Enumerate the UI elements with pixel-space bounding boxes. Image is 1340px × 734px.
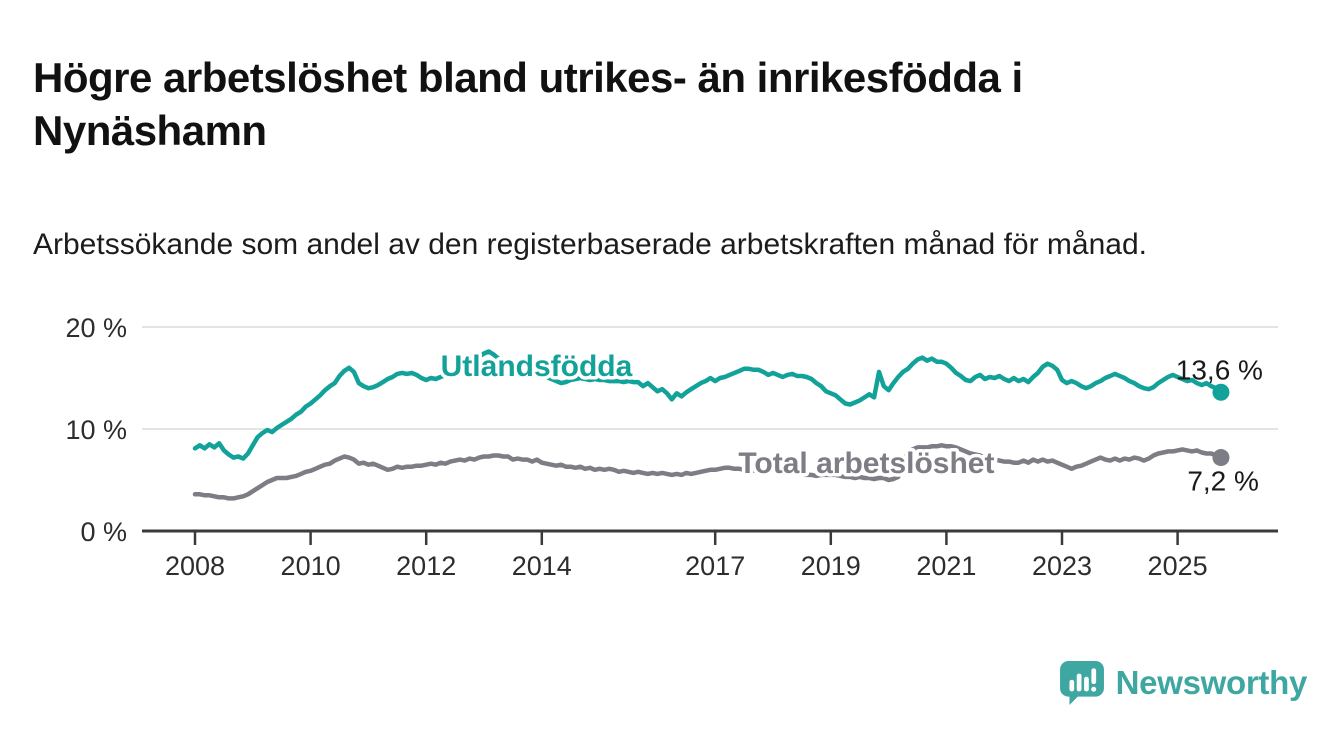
series-label-total-arbetsl-shet: Total arbetslöshet [738, 447, 994, 480]
x-tick-label-2008: 2008 [165, 551, 225, 581]
newsworthy-bubble-chart-icon [1059, 661, 1104, 705]
end-value-label-total-arbetsl-shet: 7,2 % [1187, 466, 1259, 497]
x-tick-label-2014: 2014 [512, 551, 572, 581]
x-tick-label-2021: 2021 [916, 551, 976, 581]
brand-name: Newsworthy [1115, 664, 1308, 701]
newsworthy-logo: Newsworthy [1059, 660, 1307, 706]
x-tick-label-2010: 2010 [281, 551, 341, 581]
series-label-utlandsf-dda: Utlandsfödda [441, 350, 633, 383]
x-tick-label-2025: 2025 [1148, 551, 1208, 581]
y-tick-label-20: 20 % [65, 313, 127, 343]
chart-title: Högre arbetslöshet bland utrikes- än inr… [33, 54, 1023, 154]
y-tick-label-10: 10 % [65, 415, 127, 445]
x-tick-label-2023: 2023 [1032, 551, 1092, 581]
y-tick-label-0: 0 % [80, 517, 127, 547]
x-tick-label-2019: 2019 [801, 551, 861, 581]
series-end-dot-utlandsf-dda [1212, 383, 1230, 401]
x-tick-label-2017: 2017 [685, 551, 745, 581]
bubble-shape [1059, 661, 1104, 705]
end-value-label-utlandsf-dda: 13,6 % [1176, 354, 1263, 385]
x-tick-label-2012: 2012 [396, 551, 456, 581]
series-line-utlandsf-dda [192, 349, 1224, 461]
series-end-dot-total-arbetsl-shet [1212, 449, 1230, 467]
series-line-total-arbetsl-shet [192, 443, 1224, 501]
chart-subtitle: Arbetssökande som andel av den registerb… [33, 228, 1147, 261]
